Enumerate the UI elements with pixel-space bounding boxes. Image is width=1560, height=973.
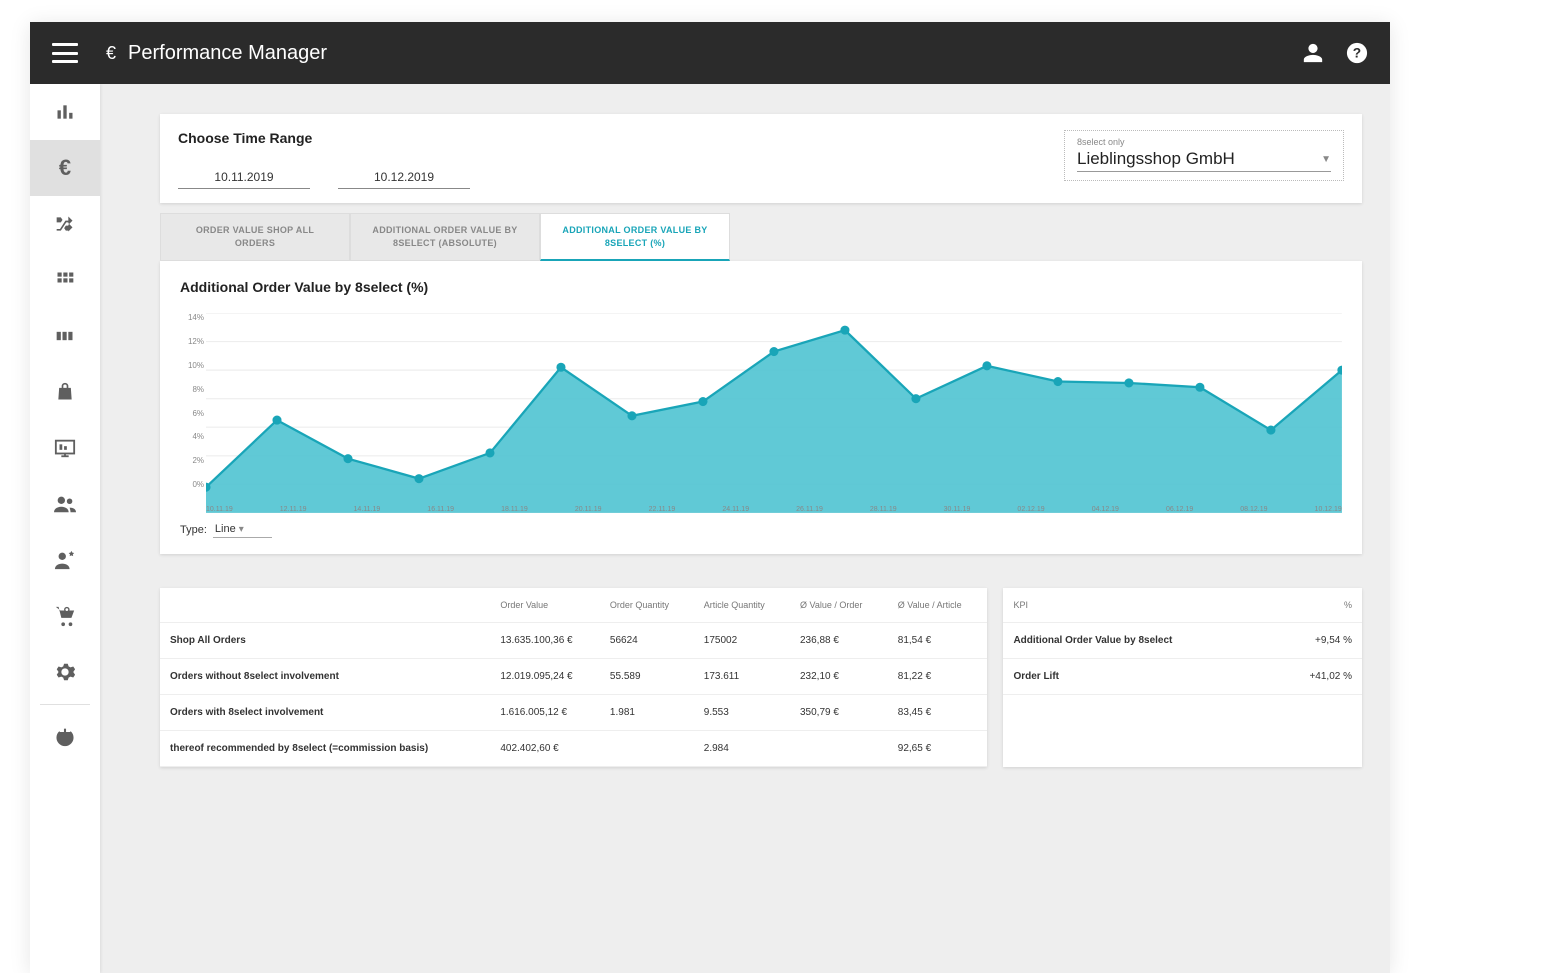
app-title: Performance Manager [128,42,327,65]
chart-panel: Additional Order Value by 8select (%) 14… [160,261,1362,554]
sidebar-item-analytics[interactable] [30,84,100,140]
sidebar-item-settings[interactable] [30,644,100,700]
sidebar-item-performance[interactable]: € [30,140,100,196]
sidebar-item-power[interactable] [30,709,100,765]
tab[interactable]: ADDITIONAL ORDER VALUE BY 8SELECT (ABSOL… [350,213,540,261]
sidebar-item-grid[interactable] [30,252,100,308]
chevron-down-icon: ▾ [239,524,244,535]
date-from-input[interactable] [178,166,310,189]
shop-select-label: 8select only [1077,137,1331,147]
shop-select[interactable]: 8select only Lieblingsshop GmbH ▼ [1064,130,1344,181]
sidebar-item-blocks[interactable] [30,308,100,364]
tab[interactable]: ADDITIONAL ORDER VALUE BY 8SELECT (%) [540,213,730,261]
chevron-down-icon: ▼ [1321,154,1331,165]
euro-icon: € [106,43,116,64]
hamburger-menu-icon[interactable] [52,43,78,63]
main-content: Choose Time Range 8select only Lieblings… [100,84,1390,973]
sidebar-item-users[interactable] [30,476,100,532]
sidebar-item-cart[interactable] [30,588,100,644]
metrics-table: Order ValueOrder QuantityArticle Quantit… [160,588,987,767]
topbar: € Performance Manager ? [30,22,1390,84]
filter-panel: Choose Time Range 8select only Lieblings… [160,114,1362,203]
chart-x-axis: 10.11.1912.11.1914.11.1916.11.1918.11.19… [206,506,1342,513]
area-chart [206,313,1342,513]
chart-type-value: Line [215,523,236,535]
chart-tabs: ORDER VALUE SHOP ALL ORDERSADDITIONAL OR… [160,213,1362,261]
help-icon[interactable]: ? [1346,42,1368,64]
chart-type-label: Type: [180,524,207,536]
sidebar-item-presentation[interactable] [30,420,100,476]
sidebar-item-shuffle[interactable] [30,196,100,252]
chart-y-axis: 14%12%10%8%6%4%2%0% [180,313,204,489]
user-icon[interactable] [1302,42,1324,64]
shop-select-value: Lieblingsshop GmbH [1077,149,1235,169]
tab[interactable]: ORDER VALUE SHOP ALL ORDERS [160,213,350,261]
filter-title: Choose Time Range [178,130,1040,146]
chart-type-select[interactable]: Type: Line ▾ [180,521,1342,538]
sidebar: € [30,84,100,973]
kpi-table: KPI%Additional Order Value by 8select+9,… [1003,588,1362,767]
svg-text:?: ? [1353,46,1361,61]
date-to-input[interactable] [338,166,470,189]
sidebar-item-user-star[interactable] [30,532,100,588]
chart-title: Additional Order Value by 8select (%) [180,279,1342,295]
sidebar-item-shop[interactable] [30,364,100,420]
